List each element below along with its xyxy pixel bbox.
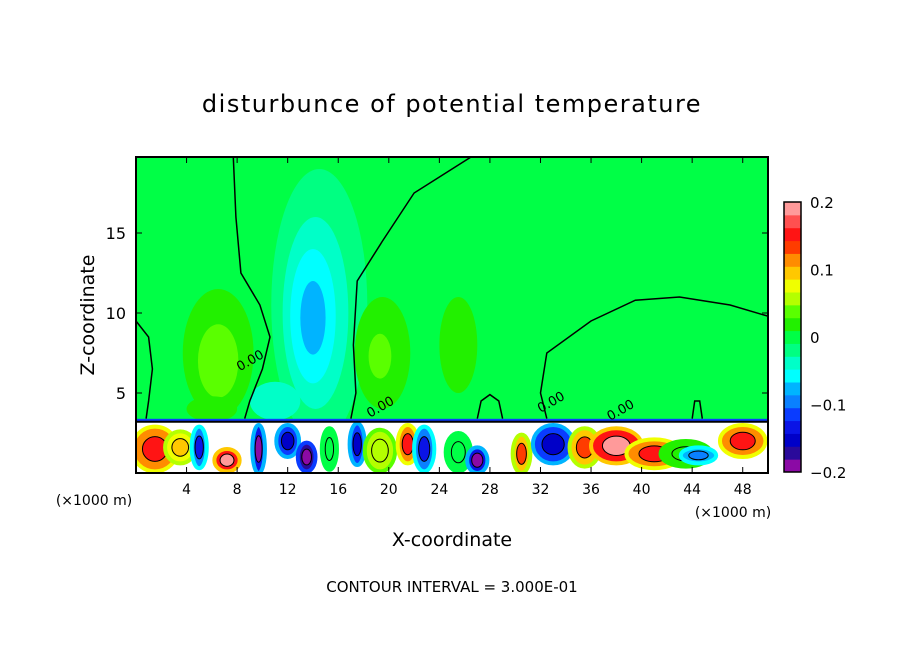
- colorbar-swatch: [784, 407, 801, 422]
- colorbar-swatch: [784, 446, 801, 460]
- x-tick-label: 4: [182, 482, 191, 498]
- x-tick-label: 12: [279, 482, 297, 498]
- contour-interval-note: CONTOUR INTERVAL = 3.000E-01: [326, 578, 577, 596]
- colorbar-swatch: [784, 292, 801, 306]
- colorbar-frame: [783, 201, 802, 473]
- colorbar: 0.2 0.1 0 −0.1 −0.2: [783, 194, 846, 482]
- colorbar-swatch: [784, 317, 801, 332]
- surface-contour: [401, 433, 414, 456]
- surface-layer-top-band: [136, 418, 768, 422]
- colorbar-swatch: [784, 227, 801, 242]
- anomaly-region: [300, 281, 326, 355]
- zero-contour-line: [232, 157, 271, 419]
- x-tick-label: 28: [481, 482, 499, 498]
- surface-contour: [541, 433, 565, 456]
- colorbar-swatch: [784, 394, 801, 409]
- colorbar-swatch: [784, 459, 801, 473]
- x-tick-label: 20: [380, 482, 398, 498]
- zero-contour-line: [136, 320, 154, 419]
- colorbar-swatch: [784, 214, 801, 229]
- x-tick-label: 16: [329, 482, 347, 498]
- surface-contour: [516, 442, 527, 465]
- x-axis: 4 8 12 16 20 24 28 32 36 40 44 48: [182, 157, 752, 498]
- colorbar-tick-label: 0.1: [810, 262, 834, 280]
- surface-contour: [280, 431, 295, 451]
- colorbar-swatch: [784, 343, 801, 357]
- x-tick-label: 24: [430, 482, 448, 498]
- colorbar-swatch: [784, 266, 801, 280]
- plot-area: 0.000.00 0.00 0.00: [136, 157, 768, 473]
- y-tick-label: 5: [116, 384, 126, 403]
- surface-contour: [729, 431, 756, 451]
- x-tick-label: 8: [233, 482, 242, 498]
- colorbar-tick-label: 0: [810, 329, 820, 347]
- colorbar-swatch: [784, 356, 801, 370]
- surface-contour: [324, 437, 335, 461]
- x-tick-label: 32: [532, 482, 550, 498]
- anomaly-region: [197, 324, 239, 398]
- zero-contour-line: [539, 296, 768, 419]
- x-tick-label: 48: [734, 482, 752, 498]
- colorbar-swatch: [784, 420, 801, 434]
- surface-contour: [254, 435, 263, 463]
- zero-contour-line: [476, 393, 504, 419]
- colorbar-swatch: [784, 240, 801, 254]
- colorbar-swatch: [784, 369, 801, 383]
- surface-contour: [371, 438, 389, 463]
- anomaly-region: [439, 297, 478, 393]
- y-axis-label: Z-coordinate: [77, 255, 99, 376]
- y-tick-label: 10: [106, 304, 126, 323]
- surface-contour: [450, 441, 466, 464]
- surface-contour: [352, 432, 362, 457]
- x-tick-label: 36: [582, 482, 600, 498]
- plot-frame: [135, 156, 769, 474]
- colorbar-tick-label: −0.1: [810, 397, 846, 415]
- anomaly-region: [186, 396, 238, 422]
- colorbar-swatch: [784, 253, 801, 267]
- anomaly-region: [249, 381, 301, 421]
- colorbar-swatch: [784, 433, 801, 447]
- colorbar-swatch: [784, 330, 801, 344]
- colorbar-swatch: [784, 202, 801, 216]
- x-tick-label: 40: [633, 482, 651, 498]
- zero-contour-line: [350, 157, 472, 419]
- colorbar-swatch: [784, 382, 801, 396]
- anomaly-region: [368, 333, 392, 379]
- colorbar-swatch: [784, 304, 801, 319]
- surface-contour: [194, 435, 204, 460]
- surface-contour: [219, 453, 235, 467]
- surface-contour: [471, 452, 484, 468]
- chart-title: disturbunce of potential temperature: [202, 90, 702, 118]
- y-axis: 5 10 15: [106, 224, 768, 403]
- colorbar-swatch: [784, 279, 801, 293]
- surface-contour: [688, 450, 709, 461]
- x-unit-label-right: (×1000 m): [695, 505, 771, 521]
- x-unit-label-left: (×1000 m): [56, 493, 132, 509]
- colorbar-tick-label: −0.2: [810, 464, 846, 482]
- x-axis-label: X-coordinate: [392, 529, 512, 551]
- surface-contour: [301, 448, 313, 466]
- x-tick-label: 44: [683, 482, 701, 498]
- surface-contour: [418, 436, 431, 462]
- surface-contour: [171, 438, 190, 457]
- y-tick-label: 15: [106, 224, 126, 243]
- zero-contour-line: [691, 400, 704, 419]
- colorbar-tick-label: 0.2: [810, 194, 834, 212]
